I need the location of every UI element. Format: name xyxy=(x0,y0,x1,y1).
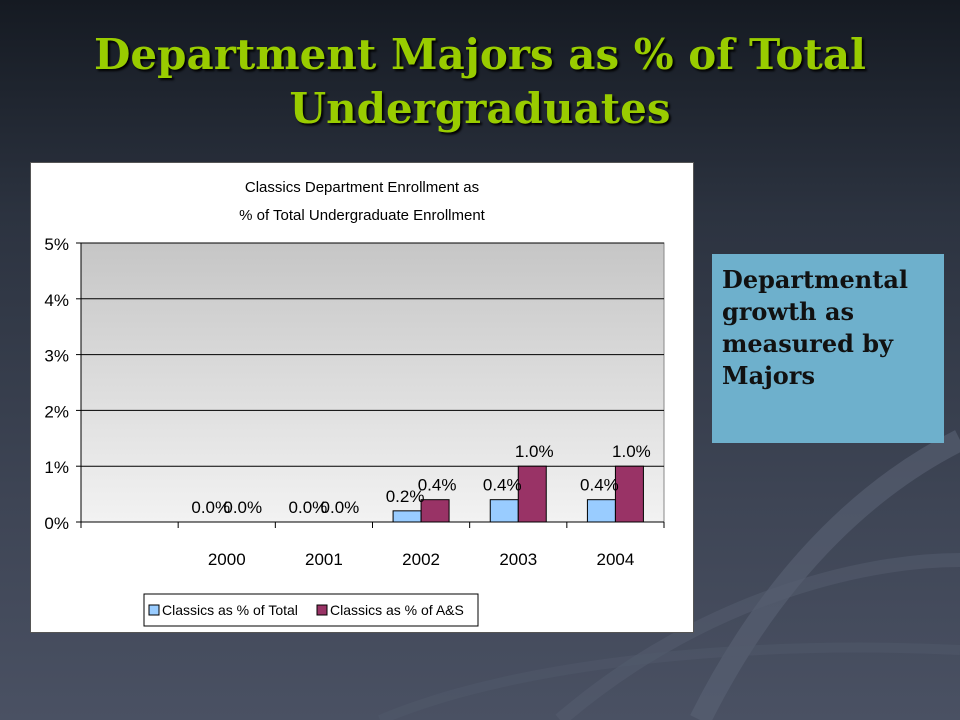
y-tick-label: 2% xyxy=(44,402,69,421)
plot-area xyxy=(80,242,665,523)
data-label: 1.0% xyxy=(612,442,651,461)
bar xyxy=(489,499,519,523)
data-label: 0.4% xyxy=(483,476,522,495)
bar xyxy=(517,465,547,523)
chart-title-line2: % of Total Undergraduate Enrollment xyxy=(239,207,486,224)
x-tick-label: 2000 xyxy=(208,550,246,569)
slide-title: Department Majors as % of Total Undergra… xyxy=(0,28,960,136)
data-label: 0.4% xyxy=(418,476,457,495)
legend-label: Classics as % of A&S xyxy=(330,602,464,618)
y-tick-label: 0% xyxy=(44,514,69,533)
bar xyxy=(614,465,644,523)
x-tick-label: 2001 xyxy=(305,550,343,569)
bar xyxy=(420,499,450,523)
chart-panel: Classics Department Enrollment as % of T… xyxy=(30,162,694,633)
legend-swatch xyxy=(316,604,328,616)
legend-box xyxy=(143,593,479,627)
data-label: 0.4% xyxy=(580,476,619,495)
data-label: 0.0% xyxy=(289,498,328,517)
slide-title-line1: Department Majors as % of Total xyxy=(93,30,867,79)
y-tick-label: 4% xyxy=(44,291,69,310)
legend-label: Classics as % of Total xyxy=(162,602,298,618)
x-tick-label: 2004 xyxy=(597,550,635,569)
x-tick-label: 2002 xyxy=(402,550,440,569)
legend-swatch xyxy=(148,604,160,616)
y-tick-label: 3% xyxy=(44,347,69,366)
y-tick-label: 1% xyxy=(44,458,69,477)
callout-box: Departmental growth as measured by Major… xyxy=(712,254,944,443)
data-label: 0.0% xyxy=(223,498,262,517)
slide-title-line2: Undergraduates xyxy=(289,84,671,133)
x-tick-label: 2003 xyxy=(499,550,537,569)
data-label: 0.2% xyxy=(386,487,425,506)
y-tick-label: 5% xyxy=(44,235,69,254)
data-label: 0.0% xyxy=(191,498,230,517)
chart-title-line1: Classics Department Enrollment as xyxy=(245,179,479,196)
bar xyxy=(392,510,422,523)
data-label: 1.0% xyxy=(515,442,554,461)
data-label: 0.0% xyxy=(321,498,360,517)
bar-chart: Classics Department Enrollment as % of T… xyxy=(44,179,665,627)
bar xyxy=(586,499,616,523)
callout-text: Departmental growth as measured by Major… xyxy=(722,265,909,390)
